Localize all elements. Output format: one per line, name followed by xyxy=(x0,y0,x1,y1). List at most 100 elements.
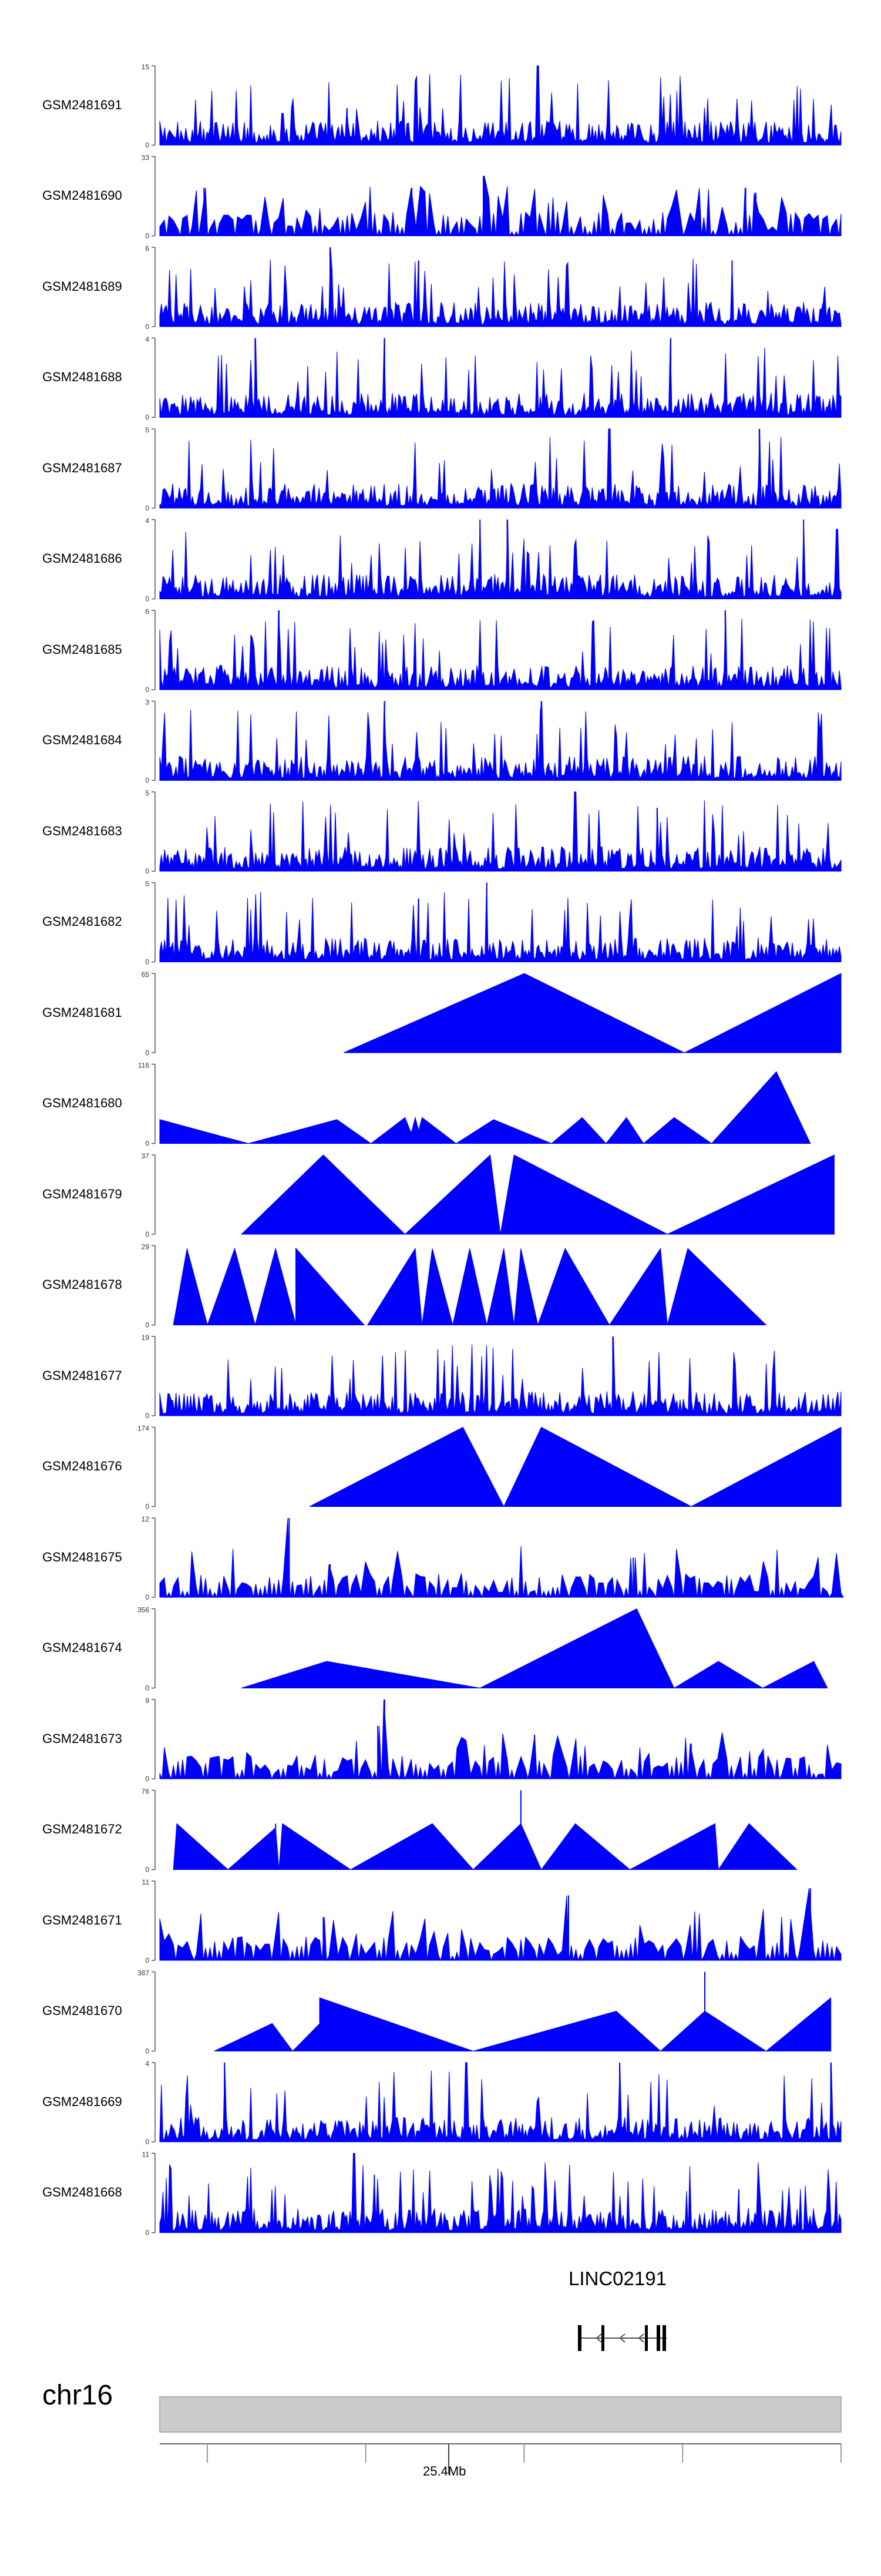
track-label: GSM2481675 xyxy=(42,1549,122,1564)
track-label: GSM2481689 xyxy=(42,278,122,294)
track-label: GSM2481690 xyxy=(42,188,122,203)
track-label: GSM2481691 xyxy=(42,97,122,112)
coverage-peak xyxy=(673,1661,764,1688)
coverage-signal xyxy=(159,2153,842,2233)
coverage-peak xyxy=(500,1154,668,1235)
coverage-peak xyxy=(370,1117,416,1144)
coverage-peak xyxy=(667,1248,767,1325)
y-min-label: 0 xyxy=(145,777,149,785)
track-label: GSM2481681 xyxy=(42,1005,122,1020)
coverage-peak xyxy=(248,1119,372,1144)
y-max-label: 5 xyxy=(145,789,149,797)
coverage-peak xyxy=(309,1426,505,1507)
track-label: GSM2481672 xyxy=(42,1822,122,1836)
track-label: GSM2481688 xyxy=(42,370,122,384)
coverage-peak xyxy=(214,2023,294,2051)
y-min-label: 0 xyxy=(145,414,149,422)
y-max-label: 37 xyxy=(142,1152,150,1160)
coverage-peak xyxy=(452,1248,487,1325)
coverage-peak xyxy=(605,1117,644,1144)
y-max-label: 6 xyxy=(145,607,149,616)
coverage-signal xyxy=(159,1888,842,1962)
coverage-signal xyxy=(159,1517,844,1598)
coverage-peak xyxy=(173,1823,229,1870)
coverage-peak xyxy=(278,1823,352,1870)
coverage-peak xyxy=(422,1248,453,1325)
coverage-peak xyxy=(479,1608,675,1688)
y-min-label: 0 xyxy=(145,1684,149,1692)
coverage-peak xyxy=(550,1117,607,1144)
coverage-signal xyxy=(159,247,842,327)
gene-exon xyxy=(657,2325,660,2351)
track-label: GSM2481676 xyxy=(42,1459,122,1473)
track-label: GSM2481687 xyxy=(42,460,122,475)
coverage-signal xyxy=(159,791,842,872)
track-label: GSM2481673 xyxy=(42,1731,122,1746)
coverage-peak xyxy=(159,1119,248,1144)
y-min-label: 0 xyxy=(145,2138,149,2146)
coverage-peak xyxy=(404,1154,501,1235)
coverage-peak xyxy=(292,2023,321,2051)
y-max-label: 11 xyxy=(142,2151,150,2159)
track-label: GSM2481684 xyxy=(42,733,122,747)
y-min-label: 0 xyxy=(145,1230,149,1238)
y-min-label: 0 xyxy=(145,1140,149,1148)
coverage-signal xyxy=(159,1336,842,1416)
coverage-peak xyxy=(718,1823,798,1870)
coverage-signal xyxy=(159,338,842,418)
y-min-label: 0 xyxy=(145,504,149,512)
y-min-label: 0 xyxy=(145,1593,149,1601)
coverage-peak xyxy=(343,973,685,1053)
gene-exon xyxy=(645,2325,648,2351)
coverage-peak xyxy=(765,1997,832,2051)
coverage-peak xyxy=(503,1426,692,1507)
coverage-signal xyxy=(159,2062,842,2142)
y-min-label: 0 xyxy=(145,1956,149,1964)
position-tick-label: 25.4Mb xyxy=(423,2464,466,2478)
y-min-label: 0 xyxy=(145,141,149,149)
y-max-label: 29 xyxy=(142,1243,150,1251)
track-label: GSM2481686 xyxy=(42,551,122,566)
y-max-label: 11 xyxy=(142,1878,150,1886)
y-max-label: 5 xyxy=(145,880,149,888)
coverage-peak xyxy=(455,1119,552,1144)
coverage-peak xyxy=(540,1823,631,1870)
y-min-label: 0 xyxy=(145,1049,149,1057)
y-min-label: 0 xyxy=(145,2229,149,2237)
coverage-peak xyxy=(241,1661,480,1688)
coverage-peak xyxy=(173,1248,208,1325)
y-max-label: 6 xyxy=(145,244,149,253)
y-min-label: 0 xyxy=(145,958,149,966)
gene-exon xyxy=(578,2325,581,2351)
y-min-label: 0 xyxy=(145,1775,149,1783)
y-max-label: 356 xyxy=(137,1606,149,1614)
y-min-label: 0 xyxy=(145,323,149,331)
strand-arrow xyxy=(619,2333,626,2343)
coverage-signal xyxy=(159,519,842,599)
y-max-label: 76 xyxy=(142,1788,150,1796)
strand-arrow xyxy=(638,2333,644,2343)
track-label: GSM2481683 xyxy=(42,823,122,838)
coverage-peak xyxy=(320,1997,473,2051)
y-min-label: 0 xyxy=(145,232,149,240)
gene-exon xyxy=(663,2325,666,2351)
coverage-peak xyxy=(472,1823,542,1870)
track-label: GSM2481670 xyxy=(42,2003,122,2018)
coverage-peak xyxy=(608,1247,668,1325)
coverage-signal xyxy=(159,610,842,690)
coverage-peak xyxy=(473,2010,661,2051)
y-min-label: 0 xyxy=(145,867,149,875)
y-min-label: 0 xyxy=(145,1866,149,1874)
gene-label: LINC02191 xyxy=(569,2268,667,2289)
coverage-peak xyxy=(254,1247,297,1325)
track-label: GSM2481685 xyxy=(42,642,122,657)
coverage-peak xyxy=(207,1247,256,1325)
coverage-peak xyxy=(684,973,842,1053)
track-label: GSM2481671 xyxy=(42,1912,122,1927)
y-min-label: 0 xyxy=(145,595,149,603)
y-min-label: 0 xyxy=(145,1321,149,1329)
y-max-label: 4 xyxy=(145,335,149,344)
coverage-signal xyxy=(159,882,842,962)
